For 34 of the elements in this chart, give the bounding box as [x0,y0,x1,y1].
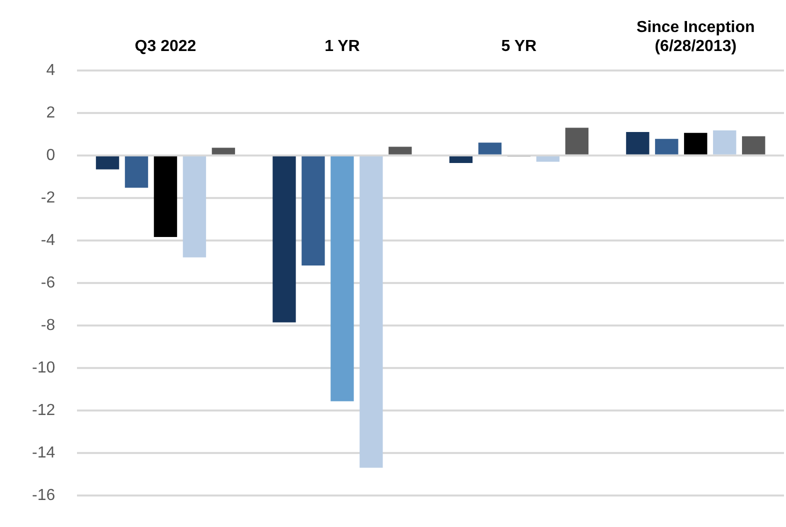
y-tick-label: -14 [32,444,56,462]
bar [713,130,736,154]
bar [449,156,473,164]
bar [302,156,325,266]
bar [655,138,678,154]
bar [212,148,236,154]
bar [330,156,354,402]
y-tick-label: 2 [46,104,56,122]
bar [536,156,560,162]
y-tick-label: -10 [32,359,56,376]
bar [124,156,148,188]
bar [742,136,766,154]
bar [478,142,502,154]
bar [388,146,412,154]
y-tick-label: 0 [46,146,56,164]
y-tick-label: -2 [40,189,56,206]
bar [272,156,296,322]
bar [96,156,120,170]
y-tick-label: -4 [40,232,56,249]
x-tick-label: Since Inception (6/28/2013) [636,19,755,56]
bar [154,156,178,237]
y-tick-label: -12 [32,402,56,419]
bar [565,128,588,154]
bar [360,156,383,468]
y-tick-label: -16 [32,486,56,504]
bar [626,132,650,154]
y-tick-label: -8 [40,316,56,334]
y-tick-label: 4 [46,62,56,79]
y-tick-label: -6 [40,274,56,292]
x-tick-label: 1 YR [324,38,360,56]
bar [684,132,708,154]
x-tick-label: Q3 2022 [134,38,196,56]
x-tick-label: 5 YR [501,38,538,56]
bar [182,156,206,258]
